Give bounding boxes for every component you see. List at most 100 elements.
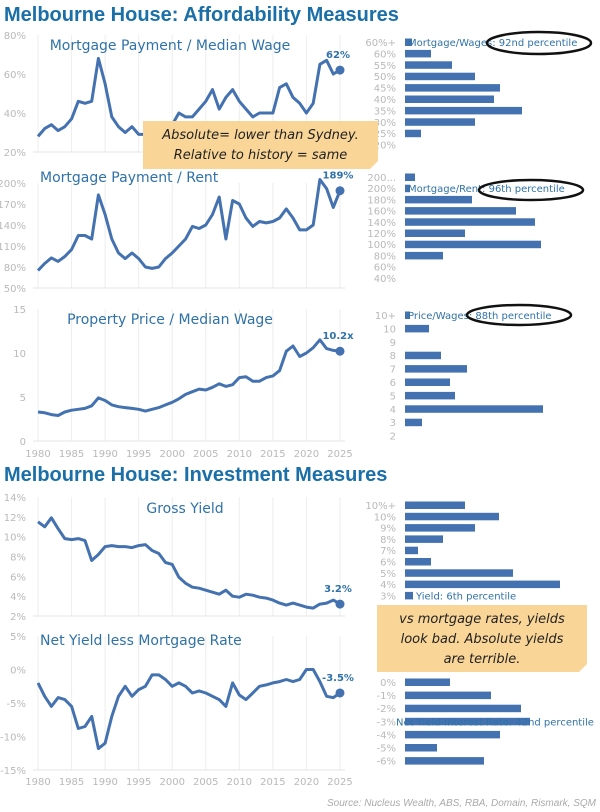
x-tick-label: 2025 — [327, 449, 352, 460]
histogram-category-label: 5 — [390, 391, 396, 402]
latest-value-label: 10.2x — [322, 331, 354, 342]
histogram-bar — [405, 757, 484, 765]
histogram-category-label: 100% — [367, 240, 396, 251]
histogram-bar — [405, 251, 443, 260]
histogram-category-label: -6% — [377, 757, 396, 768]
y-tick-label: 6% — [10, 572, 26, 583]
histogram-bar — [405, 717, 530, 726]
histogram-category-label: 200% — [367, 184, 396, 195]
histogram-category-label: 6 — [390, 378, 396, 389]
y-tick-label: -15% — [0, 766, 26, 777]
x-tick-label: 2000 — [159, 449, 184, 460]
latest-value-marker — [335, 599, 345, 609]
y-tick-label: 110% — [0, 242, 26, 253]
histogram-category-label: 200... — [367, 173, 396, 184]
x-tick-label: 2005 — [193, 777, 218, 788]
y-tick-label: 5 — [20, 393, 26, 404]
series-line — [36, 56, 341, 138]
chart-2: 200% 170% 140% 110% 80% 50% Mortgage Payment /… — [0, 170, 353, 295]
histogram-category-label: 20% — [374, 141, 396, 152]
hand-drawn-circle — [485, 30, 593, 56]
histogram-category-label: 80% — [374, 251, 396, 262]
x-tick-label: 2015 — [260, 449, 285, 460]
histogram-category-label: -4% — [377, 730, 396, 741]
histogram-bar — [405, 418, 422, 427]
x-tick-label: 2005 — [193, 449, 218, 460]
chart-title: Mortgage Payment / Rent — [40, 170, 219, 186]
chart-1: 80% 60% 40% 20% Mortgage Payment / Median Wa… — [4, 31, 350, 159]
chart-title: Mortgage Payment / Median Wage — [50, 38, 291, 54]
histogram-bar — [405, 218, 535, 226]
sticky-note-2: vs mortgage rates, yields look bad. Absol… — [377, 605, 587, 672]
histogram-category-label: 9 — [390, 338, 396, 349]
histogram-bar — [405, 704, 521, 713]
histogram-2: 200...200%180%160%140%120%100%80%60%40% M… — [367, 173, 585, 285]
sticky-note-text: look bad. Absolute yields — [401, 632, 564, 647]
x-tick-label: 2010 — [227, 449, 252, 460]
histogram-category-label: 180% — [367, 195, 396, 206]
x-tick-label: 1990 — [92, 449, 117, 460]
y-tick-label: 0 — [20, 437, 26, 448]
histogram-bar — [405, 569, 513, 577]
histogram-bar — [405, 84, 500, 92]
histogram-category-label: 9% — [380, 524, 396, 535]
x-tick-label: 2020 — [294, 449, 319, 460]
histogram-bar — [405, 501, 465, 509]
histogram-category-label: 60%+ — [365, 38, 396, 49]
x-tick-label: 2025 — [327, 777, 352, 788]
histogram-category-label: 5% — [380, 569, 396, 580]
chart-title: Net Yield less Mortgage Rate — [40, 633, 242, 649]
histogram-bar — [405, 546, 418, 555]
sticky-note-text: Relative to history = same — [174, 148, 348, 163]
percentile-annotation: Yield: 6th percentile — [415, 591, 516, 602]
percentile-annotation: Price/Wages: 88th percentile — [408, 311, 552, 322]
latest-value-label: 189% — [323, 171, 354, 182]
x-tick-label: 1990 — [92, 777, 117, 788]
histogram-bar — [405, 678, 450, 686]
folded-corner — [579, 664, 587, 672]
latest-value-label: -3.5% — [322, 673, 354, 684]
y-tick-label: 10 — [13, 349, 26, 360]
histogram-category-label: 10% — [374, 512, 396, 523]
sticky-note-text: Absolute= lower than Sydney. — [161, 128, 358, 143]
percentile-annotation: Net Yield-Interest Rate: 42nd percentile — [396, 717, 594, 728]
histogram-category-label: 4 — [390, 405, 396, 416]
histogram-bar — [405, 195, 472, 204]
histogram-bar — [405, 184, 410, 193]
histogram-bar — [405, 95, 494, 103]
sticky-note-background — [377, 605, 587, 672]
histogram-bar — [405, 405, 543, 413]
folded-corner — [370, 161, 378, 169]
x-tick-label: 2000 — [159, 777, 184, 788]
y-tick-label: 15 — [13, 305, 26, 316]
histogram-bar — [405, 106, 522, 115]
histogram-category-label: 160% — [367, 207, 396, 218]
histogram-bar — [405, 524, 475, 532]
histogram-category-label: 60% — [374, 263, 396, 274]
y-tick-label: 40% — [4, 109, 26, 120]
histogram-bar — [405, 391, 455, 400]
sticky-note-text: are terrible. — [444, 652, 521, 667]
histogram-category-label: 55% — [374, 61, 396, 72]
histogram-bar — [405, 365, 467, 373]
hand-drawn-circle — [465, 303, 573, 327]
latest-value-marker — [335, 346, 345, 356]
histogram-bar — [405, 240, 541, 249]
y-tick-label: 4% — [10, 592, 26, 603]
x-tick-label: 1980 — [25, 777, 50, 788]
histogram-category-label: 40% — [374, 95, 396, 106]
histogram-bar — [405, 118, 475, 126]
histogram-4: 10%+10%9%8%7%6%5%4%3% Yield: 6th percenti… — [365, 501, 560, 602]
y-tick-label: 0% — [10, 666, 26, 677]
x-tick-label: 2010 — [227, 777, 252, 788]
histogram-category-label: 40% — [374, 274, 396, 285]
histogram-category-label: 120% — [367, 229, 396, 240]
histogram-bar — [405, 229, 465, 237]
histogram-bar — [405, 558, 431, 566]
source-note: Source: Nucleus Wealth, ABS, RBA, Domain… — [327, 798, 597, 809]
histogram-bar — [405, 580, 560, 589]
histogram-category-label: 2 — [390, 432, 396, 443]
x-tick-label: 2015 — [260, 777, 285, 788]
x-tick-label: 1980 — [25, 449, 50, 460]
latest-value-marker — [335, 688, 345, 698]
